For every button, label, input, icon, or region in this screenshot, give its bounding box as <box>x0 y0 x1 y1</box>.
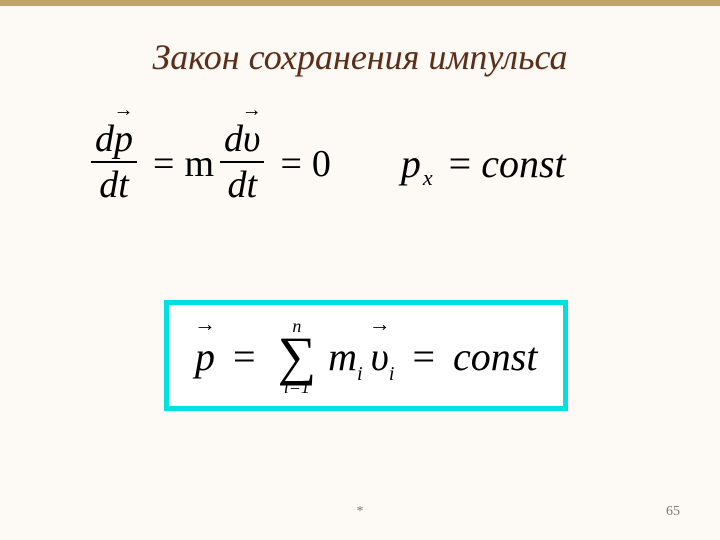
m-subscript-i: i <box>357 363 363 386</box>
boxed-sum-equation: p = n ∑ i=1 mi υi = const <box>164 300 568 411</box>
diff-d2: d <box>224 118 243 160</box>
slide: Закон сохранения импульса dp dt = m dυ d… <box>0 0 720 540</box>
equals-sign-5: = <box>412 333 435 380</box>
diff-d: d <box>95 118 114 160</box>
vector-v: υ <box>243 120 260 158</box>
page-number: 65 <box>666 504 680 520</box>
term-vi: υi <box>371 333 395 380</box>
subscript-x: x <box>423 165 433 191</box>
p-var: p <box>401 140 421 187</box>
sum-lower: i=1 <box>284 378 310 396</box>
footer-star: * <box>357 504 364 520</box>
vector-p: p <box>114 120 133 158</box>
equation-row-1: dp dt = m dυ dt = 0 px = const <box>85 120 566 207</box>
v-subscript-i: i <box>389 363 395 386</box>
const-text: const <box>481 140 565 187</box>
m-var: m <box>328 333 357 380</box>
fraction-dv-dt: dυ dt <box>220 120 264 207</box>
term-mi: mi <box>328 333 362 380</box>
px-const-equation: px = const <box>401 140 566 187</box>
equals-sign-4: = <box>233 333 256 380</box>
sum-equation: p = n ∑ i=1 mi υi = const <box>195 317 537 396</box>
sigma-sum: n ∑ i=1 <box>278 317 317 396</box>
equals-sign: = <box>153 142 174 186</box>
sigma-symbol: ∑ <box>278 335 317 378</box>
equals-sign-2: = <box>280 142 301 186</box>
derivative-equation: dp dt = m dυ dt = 0 <box>85 120 331 207</box>
vector-v-big: υ <box>371 333 389 380</box>
fraction-dp-dt: dp dt <box>91 120 137 207</box>
top-accent-line <box>0 0 720 6</box>
equals-sign-3: = <box>449 140 472 187</box>
vector-p-big: p <box>195 333 215 380</box>
zero: 0 <box>312 142 331 186</box>
denominator-dt2: dt <box>223 163 261 207</box>
slide-title: Закон сохранения импульса <box>0 36 720 78</box>
denominator-dt: dt <box>95 163 133 207</box>
const-text-2: const <box>453 333 537 380</box>
mass-m: m <box>184 142 214 186</box>
